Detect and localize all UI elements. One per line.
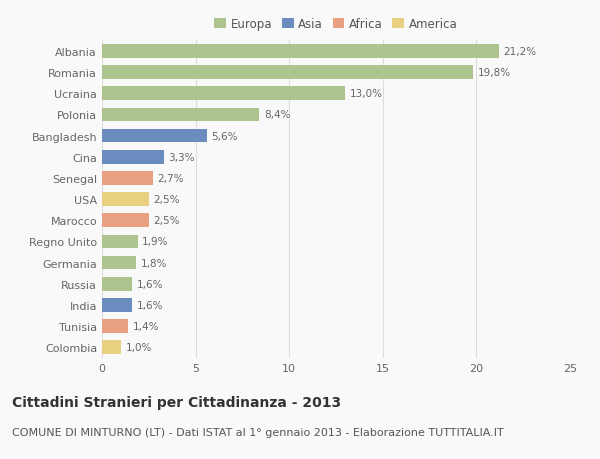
Text: 1,6%: 1,6% (137, 300, 163, 310)
Text: 2,5%: 2,5% (154, 216, 180, 226)
Text: COMUNE DI MINTURNO (LT) - Dati ISTAT al 1° gennaio 2013 - Elaborazione TUTTITALI: COMUNE DI MINTURNO (LT) - Dati ISTAT al … (12, 427, 504, 437)
Text: 3,3%: 3,3% (169, 152, 195, 162)
Bar (102, 129, 207, 143)
Bar (102, 108, 259, 122)
Bar (102, 277, 132, 291)
Bar (102, 319, 128, 333)
Text: 13,0%: 13,0% (350, 89, 383, 99)
Bar (102, 341, 121, 354)
Text: 1,9%: 1,9% (142, 237, 169, 247)
Bar (102, 298, 132, 312)
Text: 2,7%: 2,7% (157, 174, 184, 184)
Bar (102, 214, 149, 228)
Text: 5,6%: 5,6% (212, 131, 238, 141)
Bar (102, 151, 164, 164)
Text: 19,8%: 19,8% (478, 68, 511, 78)
Text: 21,2%: 21,2% (503, 47, 536, 57)
Text: 1,6%: 1,6% (137, 279, 163, 289)
Text: 1,8%: 1,8% (140, 258, 167, 268)
Bar (102, 256, 136, 270)
Text: 2,5%: 2,5% (154, 195, 180, 205)
Text: 1,4%: 1,4% (133, 321, 160, 331)
Bar (102, 193, 149, 207)
Bar (102, 172, 152, 185)
Bar (102, 235, 137, 249)
Text: 1,0%: 1,0% (125, 342, 152, 353)
Bar (102, 66, 473, 80)
Bar (102, 45, 499, 59)
Text: Cittadini Stranieri per Cittadinanza - 2013: Cittadini Stranieri per Cittadinanza - 2… (12, 395, 341, 409)
Text: 8,4%: 8,4% (264, 110, 290, 120)
Legend: Europa, Asia, Africa, America: Europa, Asia, Africa, America (212, 16, 460, 33)
Bar (102, 87, 346, 101)
